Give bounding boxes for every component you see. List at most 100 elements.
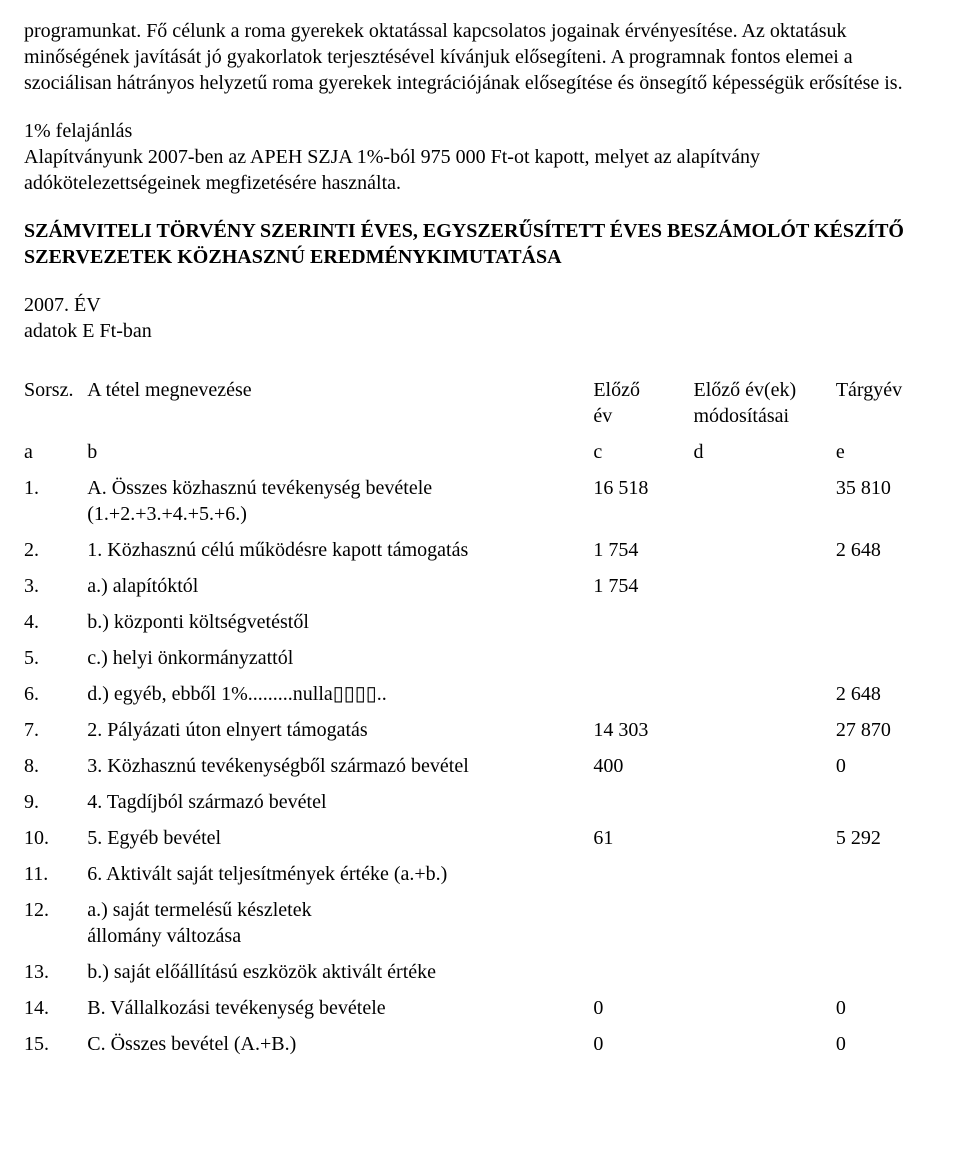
sub-d: d: [693, 434, 835, 470]
row-mod: [693, 676, 835, 712]
table-row: 1.A. Összes közhasznú tevékenység bevéte…: [24, 470, 936, 532]
row-number: 2.: [24, 532, 87, 568]
row-mod: [693, 640, 835, 676]
row-name: C. Összes bevétel (A.+B.): [87, 1026, 593, 1062]
row-name: 1. Közhasznú célú működésre kapott támog…: [87, 532, 593, 568]
table-row: 13.b.) saját előállítású eszközök aktivá…: [24, 954, 936, 990]
row-prev: [593, 604, 693, 640]
row-number: 3.: [24, 568, 87, 604]
row-mod: [693, 532, 835, 568]
row-name: a.) alapítóktól: [87, 568, 593, 604]
sub-e: e: [836, 434, 936, 470]
row-number: 4.: [24, 604, 87, 640]
row-number: 11.: [24, 856, 87, 892]
year-block: 2007. ÉV adatok E Ft-ban: [24, 292, 936, 344]
row-targy: 0: [836, 990, 936, 1026]
table-row: 3.a.) alapítóktól1 754: [24, 568, 936, 604]
row-name: 2. Pályázati úton elnyert támogatás: [87, 712, 593, 748]
sub-c: c: [593, 434, 693, 470]
row-number: 7.: [24, 712, 87, 748]
row-prev: [593, 954, 693, 990]
row-mod: [693, 856, 835, 892]
table-row: 6.d.) egyéb, ebből 1%.........nulla▯▯▯▯.…: [24, 676, 936, 712]
row-prev: 14 303: [593, 712, 693, 748]
row-targy: [836, 604, 936, 640]
sub-b: b: [87, 434, 593, 470]
header-prev: Előzőév: [593, 372, 693, 434]
row-mod: [693, 990, 835, 1026]
intro-paragraph-2: 1% felajánlás Alapítványunk 2007-ben az …: [24, 118, 936, 196]
sub-a: a: [24, 434, 87, 470]
table-subheader-row: abcde: [24, 434, 936, 470]
row-number: 14.: [24, 990, 87, 1026]
row-prev: 61: [593, 820, 693, 856]
table-header-row: Sorsz.A tétel megnevezéseElőzőévElőző év…: [24, 372, 936, 434]
row-mod: [693, 748, 835, 784]
row-targy: 27 870: [836, 712, 936, 748]
row-prev: [593, 892, 693, 954]
row-mod: [693, 954, 835, 990]
row-mod: [693, 892, 835, 954]
row-number: 6.: [24, 676, 87, 712]
row-name: B. Vállalkozási tevékenység bevétele: [87, 990, 593, 1026]
row-prev: 0: [593, 990, 693, 1026]
row-prev: [593, 676, 693, 712]
row-name: d.) egyéb, ebből 1%.........nulla▯▯▯▯..: [87, 676, 593, 712]
row-prev: 400: [593, 748, 693, 784]
row-number: 13.: [24, 954, 87, 990]
table-row: 4.b.) központi költségvetéstől: [24, 604, 936, 640]
table-row: 11.6. Aktivált saját teljesítmények érté…: [24, 856, 936, 892]
header-name: A tétel megnevezése: [87, 372, 593, 434]
row-targy: [836, 892, 936, 954]
header-sorsz: Sorsz.: [24, 372, 87, 434]
row-targy: 2 648: [836, 676, 936, 712]
row-number: 9.: [24, 784, 87, 820]
row-prev: [593, 640, 693, 676]
header-mod: Előző év(ek)módosításai: [693, 372, 835, 434]
row-targy: 2 648: [836, 532, 936, 568]
table-row: 8.3. Közhasznú tevékenységből származó b…: [24, 748, 936, 784]
row-targy: [836, 568, 936, 604]
row-targy: 35 810: [836, 470, 936, 532]
row-name: b.) központi költségvetéstől: [87, 604, 593, 640]
row-number: 5.: [24, 640, 87, 676]
row-name: 4. Tagdíjból származó bevétel: [87, 784, 593, 820]
row-prev: [593, 784, 693, 820]
row-name: a.) saját termelésű készletekállomány vá…: [87, 892, 593, 954]
row-targy: 5 292: [836, 820, 936, 856]
row-targy: [836, 784, 936, 820]
table-row: 14.B. Vállalkozási tevékenység bevétele0…: [24, 990, 936, 1026]
table-row: 10.5. Egyéb bevétel615 292: [24, 820, 936, 856]
row-number: 8.: [24, 748, 87, 784]
table-row: 7.2. Pályázati úton elnyert támogatás14 …: [24, 712, 936, 748]
table-row: 15.C. Összes bevétel (A.+B.)00: [24, 1026, 936, 1062]
row-prev: 16 518: [593, 470, 693, 532]
row-name: c.) helyi önkormányzattól: [87, 640, 593, 676]
row-targy: 0: [836, 748, 936, 784]
row-prev: [593, 856, 693, 892]
table-row: 2.1. Közhasznú célú működésre kapott tám…: [24, 532, 936, 568]
row-mod: [693, 712, 835, 748]
row-targy: [836, 954, 936, 990]
row-name: 6. Aktivált saját teljesítmények értéke …: [87, 856, 593, 892]
row-prev: 1 754: [593, 532, 693, 568]
row-targy: [836, 640, 936, 676]
row-mod: [693, 604, 835, 640]
row-mod: [693, 784, 835, 820]
row-targy: [836, 856, 936, 892]
year-line-2: adatok E Ft-ban: [24, 320, 152, 342]
row-name: b.) saját előállítású eszközök aktivált …: [87, 954, 593, 990]
year-line-1: 2007. ÉV: [24, 294, 101, 316]
row-targy: 0: [836, 1026, 936, 1062]
row-number: 12.: [24, 892, 87, 954]
table-row: 12.a.) saját termelésű készletekállomány…: [24, 892, 936, 954]
header-targy: Tárgyév: [836, 372, 936, 434]
row-number: 1.: [24, 470, 87, 532]
felajanlas-title: 1% felajánlás: [24, 120, 132, 142]
row-name: A. Összes közhasznú tevékenység bevétele…: [87, 470, 593, 532]
row-number: 15.: [24, 1026, 87, 1062]
intro-paragraph-1: programunkat. Fő célunk a roma gyerekek …: [24, 18, 936, 96]
row-prev: 1 754: [593, 568, 693, 604]
section-title: SZÁMVITELI TÖRVÉNY SZERINTI ÉVES, EGYSZE…: [24, 218, 936, 270]
row-mod: [693, 820, 835, 856]
